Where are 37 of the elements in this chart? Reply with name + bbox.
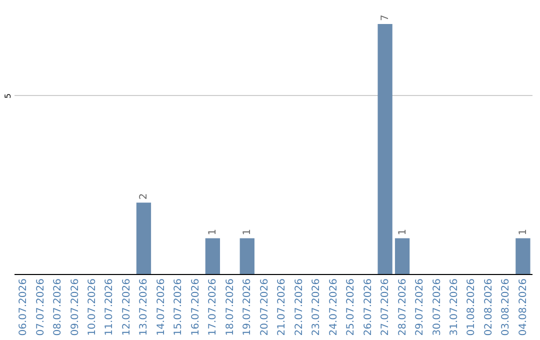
x-tick-label: 27.07.2026 bbox=[380, 278, 392, 336]
data-label: 2 bbox=[138, 193, 150, 200]
data-label: 1 bbox=[397, 228, 408, 236]
x-tick-label: 23.07.2026 bbox=[311, 278, 322, 336]
x-tick-label: 09.07.2026 bbox=[70, 278, 81, 336]
x-tick-label: 25.07.2026 bbox=[346, 278, 357, 336]
x-tick-label: 10.07.2026 bbox=[87, 278, 98, 336]
x-tick-label: 31.07.2026 bbox=[449, 278, 460, 336]
data-label: 7 bbox=[380, 14, 392, 21]
x-tick-label: 29.07.2026 bbox=[414, 278, 426, 336]
x-tick-label: 06.07.2026 bbox=[18, 278, 30, 336]
data-label: 1 bbox=[208, 228, 219, 236]
x-tick-label: 01.08.2026 bbox=[466, 278, 478, 336]
x-tick-label: 12.07.2026 bbox=[121, 278, 132, 336]
data-label: 1 bbox=[518, 228, 529, 236]
x-tick-label: 08.07.2026 bbox=[52, 278, 64, 336]
x-tick-label: 30.07.2026 bbox=[432, 278, 443, 336]
x-tick-label: 26.07.2026 bbox=[362, 278, 374, 336]
y-tick-label: 5 bbox=[4, 93, 12, 98]
x-tick-label: 28.07.2026 bbox=[397, 278, 408, 336]
x-tick-label: 20.07.2026 bbox=[259, 278, 270, 336]
x-tick-label: 03.08.2026 bbox=[500, 278, 512, 336]
x-tick-label: 04.08.2026 bbox=[518, 278, 529, 336]
x-tick-label: 19.07.2026 bbox=[242, 278, 254, 336]
x-tick-label: 16.07.2026 bbox=[190, 278, 202, 336]
x-tick-label: 11.07.2026 bbox=[104, 278, 116, 336]
x-tick-label: 17.07.2026 bbox=[208, 278, 219, 336]
x-tick-label: 15.07.2026 bbox=[173, 278, 184, 336]
x-tick-label: 13.07.2026 bbox=[138, 278, 150, 336]
x-tick-label: 14.07.2026 bbox=[156, 278, 167, 336]
x-tick-label: 18.07.2026 bbox=[224, 278, 236, 336]
x-tick-label: 21.07.2026 bbox=[276, 278, 288, 336]
x-tick-label: 22.07.2026 bbox=[294, 278, 305, 336]
x-tick-label: 07.07.2026 bbox=[35, 278, 46, 336]
data-label: 1 bbox=[242, 228, 254, 236]
x-tick-label: 02.08.2026 bbox=[483, 278, 494, 336]
x-tick-label: 24.07.2026 bbox=[328, 278, 340, 336]
